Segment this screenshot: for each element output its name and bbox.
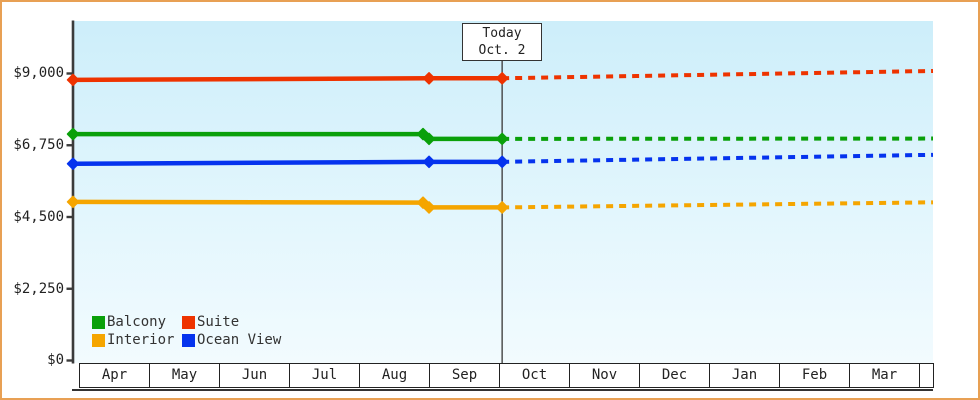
balcony-color-swatch <box>92 315 105 329</box>
legend-item-suite: Suite <box>182 313 281 331</box>
month-cell-dec: Dec <box>639 364 709 387</box>
y-tick-label: $4,500 <box>13 209 64 225</box>
legend-item-ocean-view: Ocean View <box>182 331 281 349</box>
chart-legend: Balcony Suite Interior Ocean View <box>92 313 281 349</box>
legend-item-balcony: Balcony <box>92 313 182 331</box>
series-marker-balcony <box>495 132 509 146</box>
month-cell-feb: Feb <box>779 364 849 387</box>
series-marker-interior <box>422 201 436 214</box>
legend-label: Suite <box>197 314 240 330</box>
y-tick-label: $0 <box>47 352 64 368</box>
month-cell-aug: Aug <box>359 364 429 387</box>
series-marker-balcony <box>422 132 436 146</box>
y-tick-label: $9,000 <box>13 65 64 81</box>
series-marker-suite <box>495 72 509 85</box>
series-forecast-ocean-view <box>502 152 934 164</box>
series-marker-interior <box>66 195 80 209</box>
series-marker-suite <box>422 72 436 85</box>
series-line-balcony <box>73 131 503 142</box>
month-cell-mar: Mar <box>849 364 919 387</box>
month-cell-jun: Jun <box>219 364 289 387</box>
legend-item-interior: Interior <box>92 331 182 349</box>
x-axis-month-band: Apr May Jun Jul Aug Sep Oct Nov Dec Jan Feb Mar <box>79 363 934 388</box>
legend-label: Ocean View <box>197 332 282 348</box>
month-cell-oct: Oct <box>499 364 569 387</box>
y-tick-label: $2,250 <box>13 281 64 297</box>
series-forecast-suite <box>502 68 934 81</box>
series-marker-ocean-view <box>422 155 436 169</box>
today-label: Today <box>482 26 522 41</box>
series-marker-suite <box>66 73 80 87</box>
today-date: Oct. 2 <box>478 43 526 58</box>
month-cell-jan: Jan <box>709 364 779 387</box>
y-tick-label: $6,750 <box>13 137 64 153</box>
series-line-ocean-view <box>72 159 503 166</box>
suite-color-swatch <box>182 315 195 329</box>
month-cell-jul: Jul <box>289 364 359 387</box>
month-cell-nov: Nov <box>569 364 639 387</box>
ocean-view-color-swatch <box>182 333 195 347</box>
legend-label: Interior <box>107 332 175 348</box>
interior-color-swatch <box>92 333 105 347</box>
month-cell-sep: Sep <box>429 364 499 387</box>
y-axis-labels: $9,000 $6,750 $4,500 $2,250 $0 <box>2 2 69 398</box>
x-axis-underline <box>72 389 933 391</box>
series-marker-ocean-view <box>66 157 80 170</box>
series-line-interior <box>72 199 503 210</box>
month-cell-apr: Apr <box>79 364 149 387</box>
series-line-suite <box>72 76 503 83</box>
series-marker-balcony <box>66 127 80 141</box>
month-cell-stub <box>919 364 934 387</box>
series-marker-interior <box>495 201 509 214</box>
series-forecast-interior <box>502 200 934 210</box>
today-marker-box: Today Oct. 2 <box>462 23 542 61</box>
month-cell-may: May <box>149 364 219 387</box>
series-marker-ocean-view <box>495 155 509 169</box>
legend-label: Balcony <box>107 314 167 330</box>
